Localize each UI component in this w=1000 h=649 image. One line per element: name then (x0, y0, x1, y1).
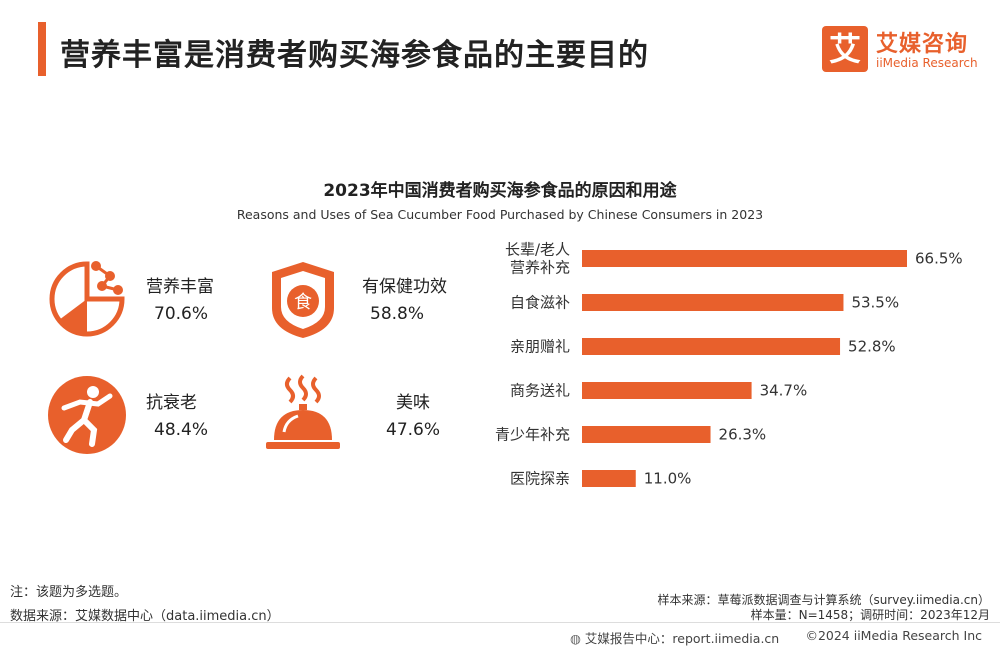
multi-select-note: 注：该题为多选题。 (10, 585, 128, 600)
footer-divider (0, 622, 1000, 623)
bar (582, 382, 752, 399)
globe-icon: ◍ (570, 631, 581, 646)
category-label: 长辈/老人 (505, 241, 570, 259)
stat-label: 营养丰富 (146, 277, 214, 297)
running-person-icon (48, 376, 126, 454)
page-title: 营养丰富是消费者购买海参食品的主要目的 (60, 38, 649, 73)
bar (582, 426, 711, 443)
stat-health: 食 有保健功效 58.8% (262, 258, 482, 340)
cloche-dish-icon (266, 374, 340, 449)
stat-nutrition: 营养丰富 70.6% (46, 258, 246, 340)
value-label: 52.8% (848, 338, 896, 356)
chart-title: 2023年中国消费者购买海参食品的原因和用途 (323, 181, 677, 201)
sample-size: 样本量：N=1458；调研时间：2023年12月 (750, 608, 990, 622)
report-center-text: 艾媒报告中心：report.iimedia.cn (584, 631, 780, 646)
stat-value: 58.8% (370, 304, 425, 324)
category-label: 亲朋赠礼 (510, 338, 570, 356)
value-label: 34.7% (760, 382, 808, 400)
bar (582, 294, 844, 311)
category-label: 商务送礼 (510, 382, 570, 400)
bar (582, 250, 907, 267)
data-source: 数据来源：艾媒数据中心（data.iimedia.cn） (10, 609, 280, 624)
value-label: 53.5% (851, 294, 899, 312)
svg-text:食: 食 (294, 292, 312, 313)
stat-label: 美味 (396, 393, 430, 413)
value-label: 66.5% (915, 250, 963, 268)
logo-name-en: iiMedia Research (876, 56, 978, 70)
stat-taste: 美味 47.6% (262, 374, 482, 456)
stat-value: 70.6% (154, 304, 209, 324)
stat-value: 47.6% (386, 420, 441, 440)
bar (582, 470, 636, 487)
logo-name-cn: 艾媒咨询 (876, 32, 969, 57)
logo-mark: 艾 (822, 26, 868, 72)
pie-chart-icon (49, 261, 125, 337)
stat-value: 48.4% (154, 420, 209, 440)
category-label: 自食滋补 (510, 294, 570, 312)
category-label: 青少年补充 (495, 426, 570, 444)
stat-anti-aging: 抗衰老 48.4% (46, 374, 246, 456)
sample-source: 样本来源：草莓派数据调查与计算系统（survey.iimedia.cn） (657, 593, 990, 607)
shield-food-icon: 食 (272, 262, 334, 338)
bar (582, 338, 841, 355)
copyright: ©2024 iiMedia Research Inc (805, 628, 982, 643)
report-center-link[interactable]: ◍ 艾媒报告中心：report.iimedia.cn (570, 628, 779, 647)
category-label: 营养补充 (510, 259, 570, 277)
value-label: 26.3% (719, 426, 767, 444)
title-accent-bar (38, 22, 46, 76)
category-label: 医院探亲 (510, 470, 570, 488)
stat-label: 有保健功效 (362, 277, 447, 297)
value-label: 11.0% (644, 470, 692, 488)
chart-subtitle: Reasons and Uses of Sea Cucumber Food Pu… (236, 207, 764, 222)
brand-logo: 艾 艾媒咨询 iiMedia Research (822, 26, 992, 76)
stat-label: 抗衰老 (146, 393, 197, 413)
